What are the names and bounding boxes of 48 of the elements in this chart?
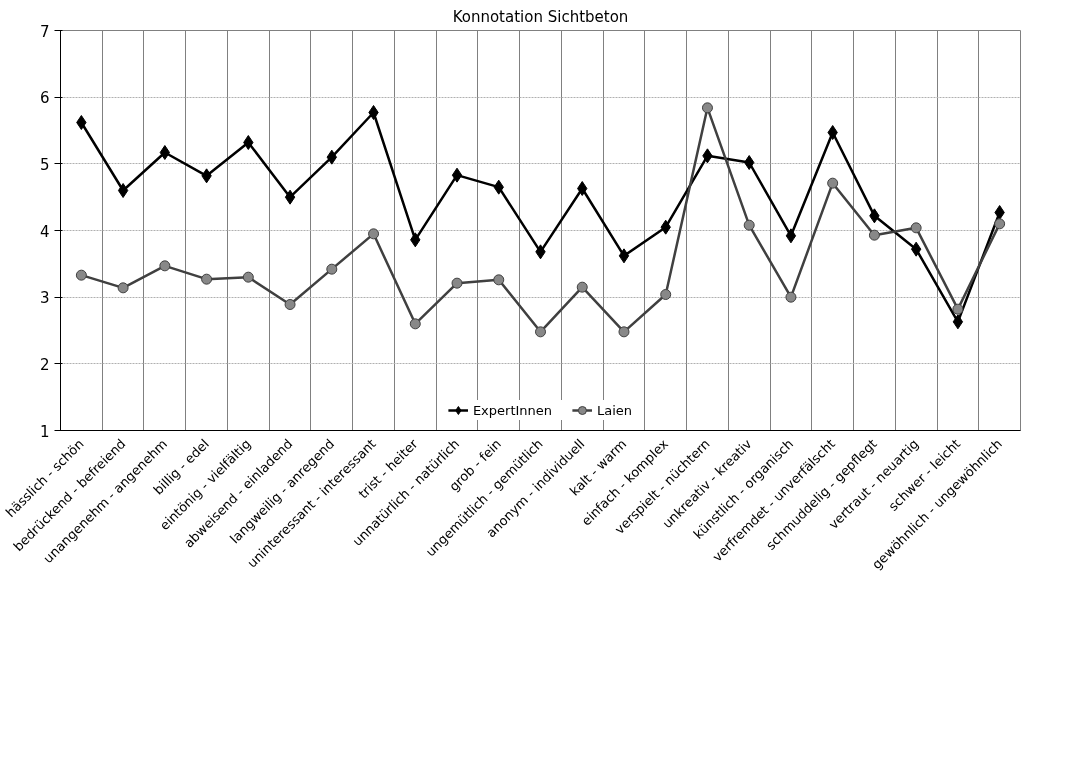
legend-label: ExpertInnen bbox=[472, 402, 553, 418]
point bbox=[785, 228, 797, 244]
point bbox=[994, 205, 1005, 220]
point bbox=[701, 102, 713, 114]
point bbox=[451, 167, 463, 183]
point bbox=[451, 277, 463, 289]
point bbox=[577, 181, 588, 196]
point bbox=[159, 145, 171, 160]
y-tick-label: 6 bbox=[39, 89, 50, 108]
y-tick-label: 2 bbox=[39, 355, 50, 374]
y-tick-label: 3 bbox=[39, 289, 50, 308]
point bbox=[242, 271, 254, 283]
point bbox=[535, 326, 546, 338]
point bbox=[117, 183, 129, 198]
y-tick-label: 5 bbox=[39, 155, 50, 174]
point bbox=[368, 228, 380, 240]
point bbox=[910, 222, 922, 234]
y-tick-label: 4 bbox=[39, 222, 50, 241]
y-tick-label: 7 bbox=[39, 22, 50, 41]
y-tick-label: 1 bbox=[39, 422, 50, 441]
point bbox=[994, 218, 1006, 230]
point bbox=[159, 260, 171, 272]
point bbox=[368, 105, 379, 120]
point bbox=[660, 289, 672, 300]
point bbox=[284, 189, 296, 205]
point bbox=[952, 314, 964, 330]
point bbox=[744, 155, 755, 170]
point bbox=[785, 291, 797, 303]
point bbox=[201, 273, 213, 285]
point bbox=[76, 115, 87, 130]
point bbox=[952, 303, 964, 315]
point bbox=[743, 219, 755, 231]
point bbox=[910, 241, 922, 257]
legend-label: Laien bbox=[597, 402, 633, 418]
point bbox=[827, 125, 838, 140]
point bbox=[493, 274, 505, 286]
point bbox=[409, 318, 421, 330]
point bbox=[618, 326, 630, 338]
point bbox=[618, 248, 630, 264]
point bbox=[117, 282, 129, 294]
chart-title: Konnotation Sichtbeton bbox=[452, 7, 629, 26]
point bbox=[576, 281, 588, 293]
point bbox=[827, 177, 839, 189]
point bbox=[284, 299, 296, 310]
point bbox=[75, 269, 87, 281]
point bbox=[868, 229, 880, 241]
point bbox=[243, 135, 254, 150]
point bbox=[326, 263, 338, 275]
